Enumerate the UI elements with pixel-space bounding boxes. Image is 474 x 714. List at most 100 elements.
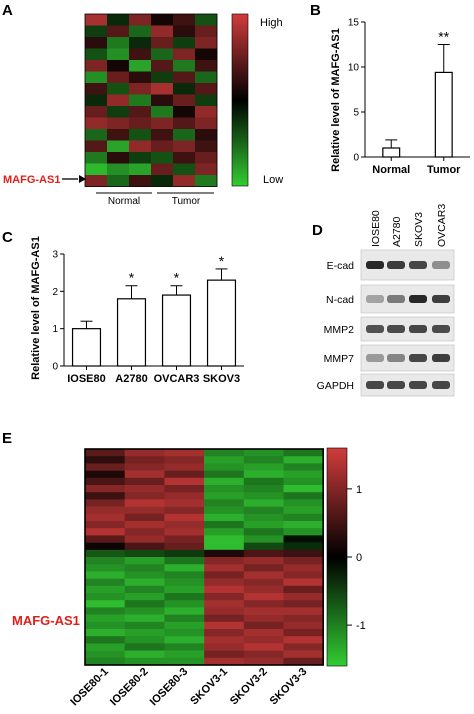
heatmap-e-cell-r5-c2 [164, 485, 205, 493]
heatmap-a-cell-r9-c0 [85, 117, 108, 130]
blot-band [387, 354, 405, 362]
heatmap-a-cell-r12-c0 [85, 152, 108, 164]
heatmap-a-cell-r4-c3 [151, 60, 174, 72]
heatmap-e-cell-r0-c0 [85, 449, 125, 457]
heatmap-a-cell-r14-c4 [173, 175, 196, 187]
heatmap-e-cell-r18-c0 [85, 578, 125, 587]
bar [161, 294, 192, 367]
heatmap-e-cell-r20-c4 [243, 593, 284, 601]
heatmap-e-cell-r29-c0 [85, 657, 125, 666]
blot-band [366, 381, 384, 389]
heatmap-a-cell-r7-c2 [129, 94, 152, 107]
heatmap-e-cell-r28-c4 [243, 650, 284, 659]
heatmap-e-column-label: IOSE80-3 [148, 666, 191, 709]
heatmap-a-cell-r0-c3 [151, 14, 174, 26]
heatmap-e-cell-r22-c2 [164, 607, 205, 615]
heatmap-e-cell-r12-c4 [243, 535, 284, 543]
heatmap-a-cell-r3-c4 [173, 48, 196, 61]
heatmap-a-cell-r10-c3 [151, 129, 174, 141]
heatmap-e-cell-r12-c1 [124, 535, 165, 543]
heatmap-e-cell-r9-c1 [124, 513, 165, 522]
heatmap-e-cell-r27-c0 [85, 643, 125, 651]
heatmap-a-cell-r3-c0 [85, 48, 108, 61]
heatmap-e-column-label: IOSE80-2 [108, 666, 151, 709]
heatmap-a-cell-r13-c5 [195, 163, 218, 176]
heatmap-e-cell-r14-c3 [204, 549, 245, 558]
y-tick-label: 2 [52, 287, 58, 298]
heatmap-a-cell-r12-c4 [173, 152, 196, 164]
heatmap-e-cell-r27-c3 [204, 643, 245, 651]
heatmap-e-cell-r13-c5 [283, 542, 324, 551]
heatmap-e-cell-r4-c4 [243, 477, 284, 486]
heatmap-a-cell-r6-c5 [195, 83, 218, 95]
heatmap-e-cell-r15-c5 [283, 557, 324, 565]
heatmap-e-cell-r27-c5 [283, 643, 324, 651]
heatmap-e-column-label: SKOV3-1 [188, 666, 230, 708]
y-tick-label: 0 [52, 362, 58, 373]
heatmap-a-cell-r6-c1 [107, 83, 130, 95]
blot-lane-label: OVCAR3 [436, 204, 448, 247]
heatmap-e-cell-r11-c3 [204, 528, 245, 536]
heatmap-e-cell-r27-c1 [124, 643, 165, 651]
panel-c-label: C [2, 229, 13, 246]
heatmap-e-cell-r15-c0 [85, 557, 125, 565]
heatmap-e-cell-r21-c4 [243, 600, 284, 608]
heatmap-a-cell-r9-c4 [173, 117, 196, 130]
heatmap-e-cell-r3-c2 [164, 470, 205, 479]
heatmap-e-cell-r28-c1 [124, 650, 165, 659]
heatmap-a-cell-r7-c4 [173, 94, 196, 107]
panel-a-group-tumor: Tumor [172, 196, 201, 207]
blot-band [366, 295, 384, 303]
heatmap-e-cell-r9-c0 [85, 513, 125, 522]
heatmap-a-cell-r13-c4 [173, 163, 196, 176]
panel-a-arrow-icon [62, 175, 86, 183]
heatmap-e-cell-r22-c1 [124, 607, 165, 615]
blot-band-label: MMP7 [324, 353, 354, 365]
y-tick-label: 1 [52, 324, 58, 335]
heatmap-e-cell-r29-c1 [124, 657, 165, 666]
panel-a-group-normal: Normal [108, 196, 140, 207]
heatmap-e-cell-r21-c0 [85, 600, 125, 608]
x-tick-label: IOSE80 [67, 373, 106, 385]
heatmap-e-cell-r19-c2 [164, 585, 205, 594]
heatmap-e-cell-r13-c2 [164, 542, 205, 551]
heatmap-a-cell-r14-c1 [107, 175, 130, 187]
heatmap-a-cell-r5-c2 [129, 71, 152, 84]
heatmap-e-cell-r20-c5 [283, 593, 324, 601]
heatmap-a-cell-r1-c1 [107, 25, 130, 38]
colorbar-tick-label: -1 [356, 620, 366, 632]
blot-band [409, 325, 427, 333]
heatmap-a-cell-r14-c3 [151, 175, 174, 187]
heatmap-a-cell-r11-c2 [129, 140, 152, 153]
heatmap-e-cell-r26-c5 [283, 636, 324, 644]
heatmap-e-cell-r18-c4 [243, 578, 284, 587]
heatmap-e-cell-r16-c3 [204, 564, 245, 572]
heatmap-e-cell-r11-c4 [243, 528, 284, 536]
heatmap-a-cell-r13-c3 [151, 163, 174, 176]
heatmap-e-cell-r16-c0 [85, 564, 125, 572]
heatmap-e-cell-r6-c2 [164, 492, 205, 500]
heatmap-e-cell-r26-c1 [124, 636, 165, 644]
heatmap-a-cell-r1-c2 [129, 25, 152, 38]
heatmap-e-cell-r9-c4 [243, 513, 284, 522]
heatmap-e-cell-r8-c5 [283, 506, 324, 515]
heatmap-a-cell-r1-c4 [173, 25, 196, 38]
heatmap-e-cell-r28-c0 [85, 650, 125, 659]
heatmap-e-cell-r27-c4 [243, 643, 284, 651]
blot-band-label: GAPDH [317, 380, 354, 392]
heatmap-e-cell-r23-c5 [283, 614, 324, 623]
blot-band [432, 354, 450, 362]
blot-band [409, 295, 427, 303]
x-tick-label: Normal [372, 164, 410, 176]
heatmap-e-cell-r3-c1 [124, 470, 165, 479]
heatmap-a-cell-r12-c5 [195, 152, 218, 164]
x-tick-label: SKOV3 [203, 373, 240, 385]
heatmap-a-cell-r0-c4 [173, 14, 196, 26]
panel-c-y-axis-label: Relative level of MAFG-AS1 [30, 236, 42, 380]
heatmap-a-cell-r8-c4 [173, 106, 196, 118]
y-tick-label: 15 [348, 18, 360, 29]
heatmap-e-cell-r21-c2 [164, 600, 205, 608]
panel-e-gene-label: MAFG-AS1 [12, 613, 80, 628]
heatmap-e-cell-r19-c1 [124, 585, 165, 594]
heatmap-a-cell-r1-c0 [85, 25, 108, 38]
